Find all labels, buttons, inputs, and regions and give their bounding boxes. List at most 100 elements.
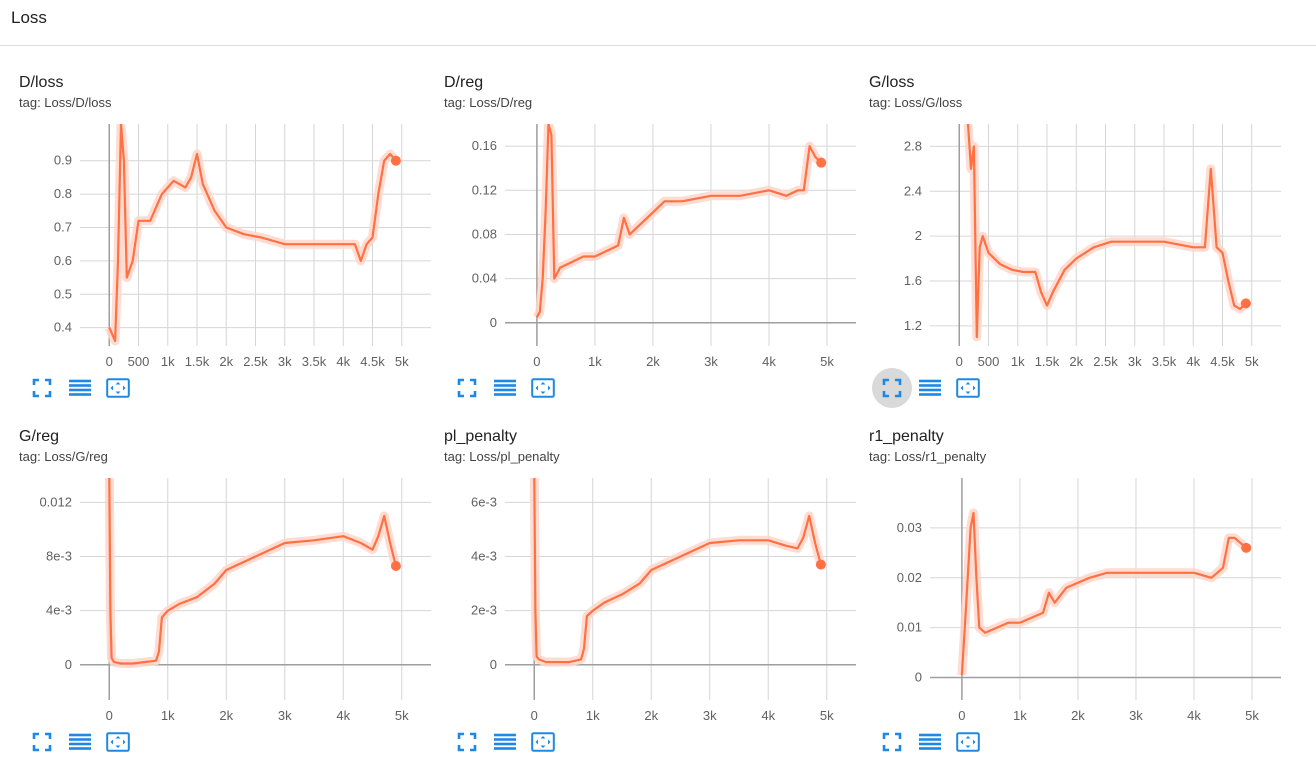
x-tick-label: 4k — [336, 354, 350, 369]
x-tick-label: 3k — [1129, 708, 1143, 723]
toggle-log-icon — [494, 379, 516, 396]
y-tick-label: 0.7 — [54, 219, 72, 234]
chart-card: pl_penalty tag: Loss/pl_penalty 0 1k 2k 3k 4k 5… — [444, 428, 869, 783]
fullscreen-button[interactable] — [454, 729, 480, 755]
y-tick-label: 0.4 — [54, 320, 72, 335]
y-tick-label: 0.16 — [472, 138, 497, 153]
x-tick-label: 1k — [161, 354, 175, 369]
y-tick-label: 0 — [490, 657, 497, 672]
x-tick-label: 0 — [106, 708, 113, 723]
x-tick-label: 3k — [703, 708, 717, 723]
raw-series-line — [105, 124, 400, 346]
toggle-log-icon — [919, 733, 941, 750]
section-header[interactable]: Loss — [0, 0, 1316, 46]
y-tick-label: 0.01 — [897, 620, 922, 635]
fullscreen-button[interactable] — [29, 729, 55, 755]
raw-series-line — [532, 124, 825, 320]
y-tick-label: 1.2 — [904, 318, 922, 333]
fit-domain-icon — [32, 378, 52, 398]
log-scale-button[interactable] — [917, 729, 943, 755]
y-tick-label: 2.4 — [904, 183, 922, 198]
last-point — [1241, 542, 1252, 553]
last-point — [1240, 298, 1251, 309]
fit-domain-button[interactable] — [955, 375, 981, 401]
log-scale-button[interactable] — [67, 729, 93, 755]
expand-icon — [531, 732, 555, 752]
log-scale-button[interactable] — [67, 375, 93, 401]
last-point — [815, 559, 826, 570]
card-tag: tag: Loss/D/loss — [19, 95, 112, 110]
fit-domain-icon — [882, 732, 902, 752]
x-tick-label: 4k — [762, 354, 776, 369]
x-tick-label: 4k — [761, 708, 775, 723]
chart-card: G/reg tag: Loss/G/reg 0 1k 2k 3k 4k 5k 0 4e-3 8e-3… — [19, 428, 444, 783]
fit-domain-icon — [32, 732, 52, 752]
x-tick-label: 500 — [128, 354, 150, 369]
x-tick-label: 1k — [1011, 354, 1025, 369]
fit-domain-icon — [882, 378, 902, 398]
raw-series-line — [529, 478, 826, 667]
x-tick-label: 0 — [956, 354, 963, 369]
x-tick-label: 2k — [219, 354, 233, 369]
x-tick-label: 500 — [978, 354, 1000, 369]
x-tick-label: 0 — [533, 354, 540, 369]
fullscreen-button[interactable] — [29, 375, 55, 401]
line-chart[interactable]: 0 1k 2k 3k 4k 5k 0 0.01 0.02 0.03 — [869, 468, 1291, 728]
fit-domain-button[interactable] — [530, 729, 556, 755]
x-tick-label: 3k — [1128, 354, 1142, 369]
card-title: r1_penalty — [869, 428, 944, 445]
log-scale-button[interactable] — [492, 729, 518, 755]
toggle-log-icon — [69, 379, 91, 396]
x-tick-label: 5k — [395, 708, 409, 723]
fullscreen-button[interactable] — [454, 375, 480, 401]
raw-series-line — [963, 124, 1250, 342]
y-tick-label: 0.5 — [54, 286, 72, 301]
x-tick-label: 4k — [1187, 708, 1201, 723]
x-tick-label: 1k — [586, 708, 600, 723]
x-tick-label: 3k — [278, 354, 292, 369]
series-line — [960, 511, 1247, 676]
section-title: Loss — [11, 8, 47, 27]
line-chart[interactable]: 0 1k 2k 3k 4k 5k 0 4e-3 8e-3 0.012 — [19, 468, 441, 728]
fit-domain-button[interactable] — [955, 729, 981, 755]
y-tick-label: 2 — [915, 228, 922, 243]
series-line — [108, 124, 397, 343]
card-title: D/loss — [19, 74, 64, 91]
x-tick-label: 4k — [336, 708, 350, 723]
card-title: D/reg — [444, 74, 484, 91]
y-tick-label: 0.02 — [897, 570, 922, 585]
fit-domain-icon — [457, 378, 477, 398]
line-chart[interactable]: 0 500 1k 1.5k 2k 2.5k 3k 3.5k 4k 4.5k 5k 0.4 0.5 0.6 0… — [19, 114, 441, 374]
fit-domain-button[interactable] — [105, 729, 131, 755]
x-tick-label: 1k — [161, 708, 175, 723]
line-chart[interactable]: 0 500 1k 1.5k 2k 2.5k 3k 3.5k 4k 4.5k 5k 1.2 1.6 2 2.4… — [869, 114, 1291, 374]
line-chart[interactable]: 0 1k 2k 3k 4k 5k 0 0.04 0.08 0.12 0.16 — [444, 114, 866, 374]
x-tick-label: 0 — [958, 708, 965, 723]
fit-domain-button[interactable] — [530, 375, 556, 401]
x-tick-label: 4.5k — [360, 354, 385, 369]
x-tick-label: 5k — [820, 354, 834, 369]
fit-domain-button[interactable] — [105, 375, 131, 401]
y-tick-label: 8e-3 — [46, 549, 72, 564]
card-tag: tag: Loss/pl_penalty — [444, 449, 560, 464]
fullscreen-button[interactable] — [872, 368, 912, 408]
y-tick-label: 6e-3 — [471, 494, 497, 509]
card-title: G/loss — [869, 74, 915, 91]
x-tick-label: 3k — [278, 708, 292, 723]
last-point — [390, 155, 401, 166]
fullscreen-button[interactable] — [879, 729, 905, 755]
line-chart[interactable]: 0 1k 2k 3k 4k 5k 0 2e-3 4e-3 6e-3 — [444, 468, 866, 728]
log-scale-button[interactable] — [917, 375, 943, 401]
series-line — [535, 124, 822, 318]
y-tick-label: 2e-3 — [471, 603, 497, 618]
x-tick-label: 3k — [704, 354, 718, 369]
y-tick-label: 0.9 — [54, 153, 72, 168]
y-tick-label: 4e-3 — [471, 549, 497, 564]
x-tick-label: 5k — [395, 354, 409, 369]
series-line — [533, 478, 822, 664]
y-tick-label: 0 — [915, 670, 922, 685]
log-scale-button[interactable] — [492, 375, 518, 401]
series-line — [966, 124, 1247, 339]
y-tick-label: 0.04 — [472, 271, 497, 286]
x-tick-label: 2k — [646, 354, 660, 369]
